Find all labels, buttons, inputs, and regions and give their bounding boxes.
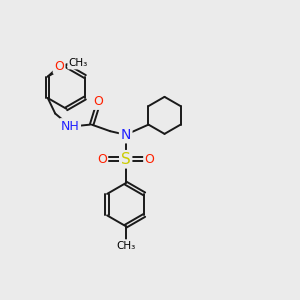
Text: NH: NH xyxy=(61,120,80,133)
Text: CH₃: CH₃ xyxy=(116,241,135,250)
Text: N: N xyxy=(121,128,131,142)
Text: S: S xyxy=(121,152,130,167)
Text: O: O xyxy=(97,153,107,166)
Text: O: O xyxy=(145,153,154,166)
Text: O: O xyxy=(93,95,103,108)
Text: O: O xyxy=(54,60,64,73)
Text: CH₃: CH₃ xyxy=(69,58,88,68)
